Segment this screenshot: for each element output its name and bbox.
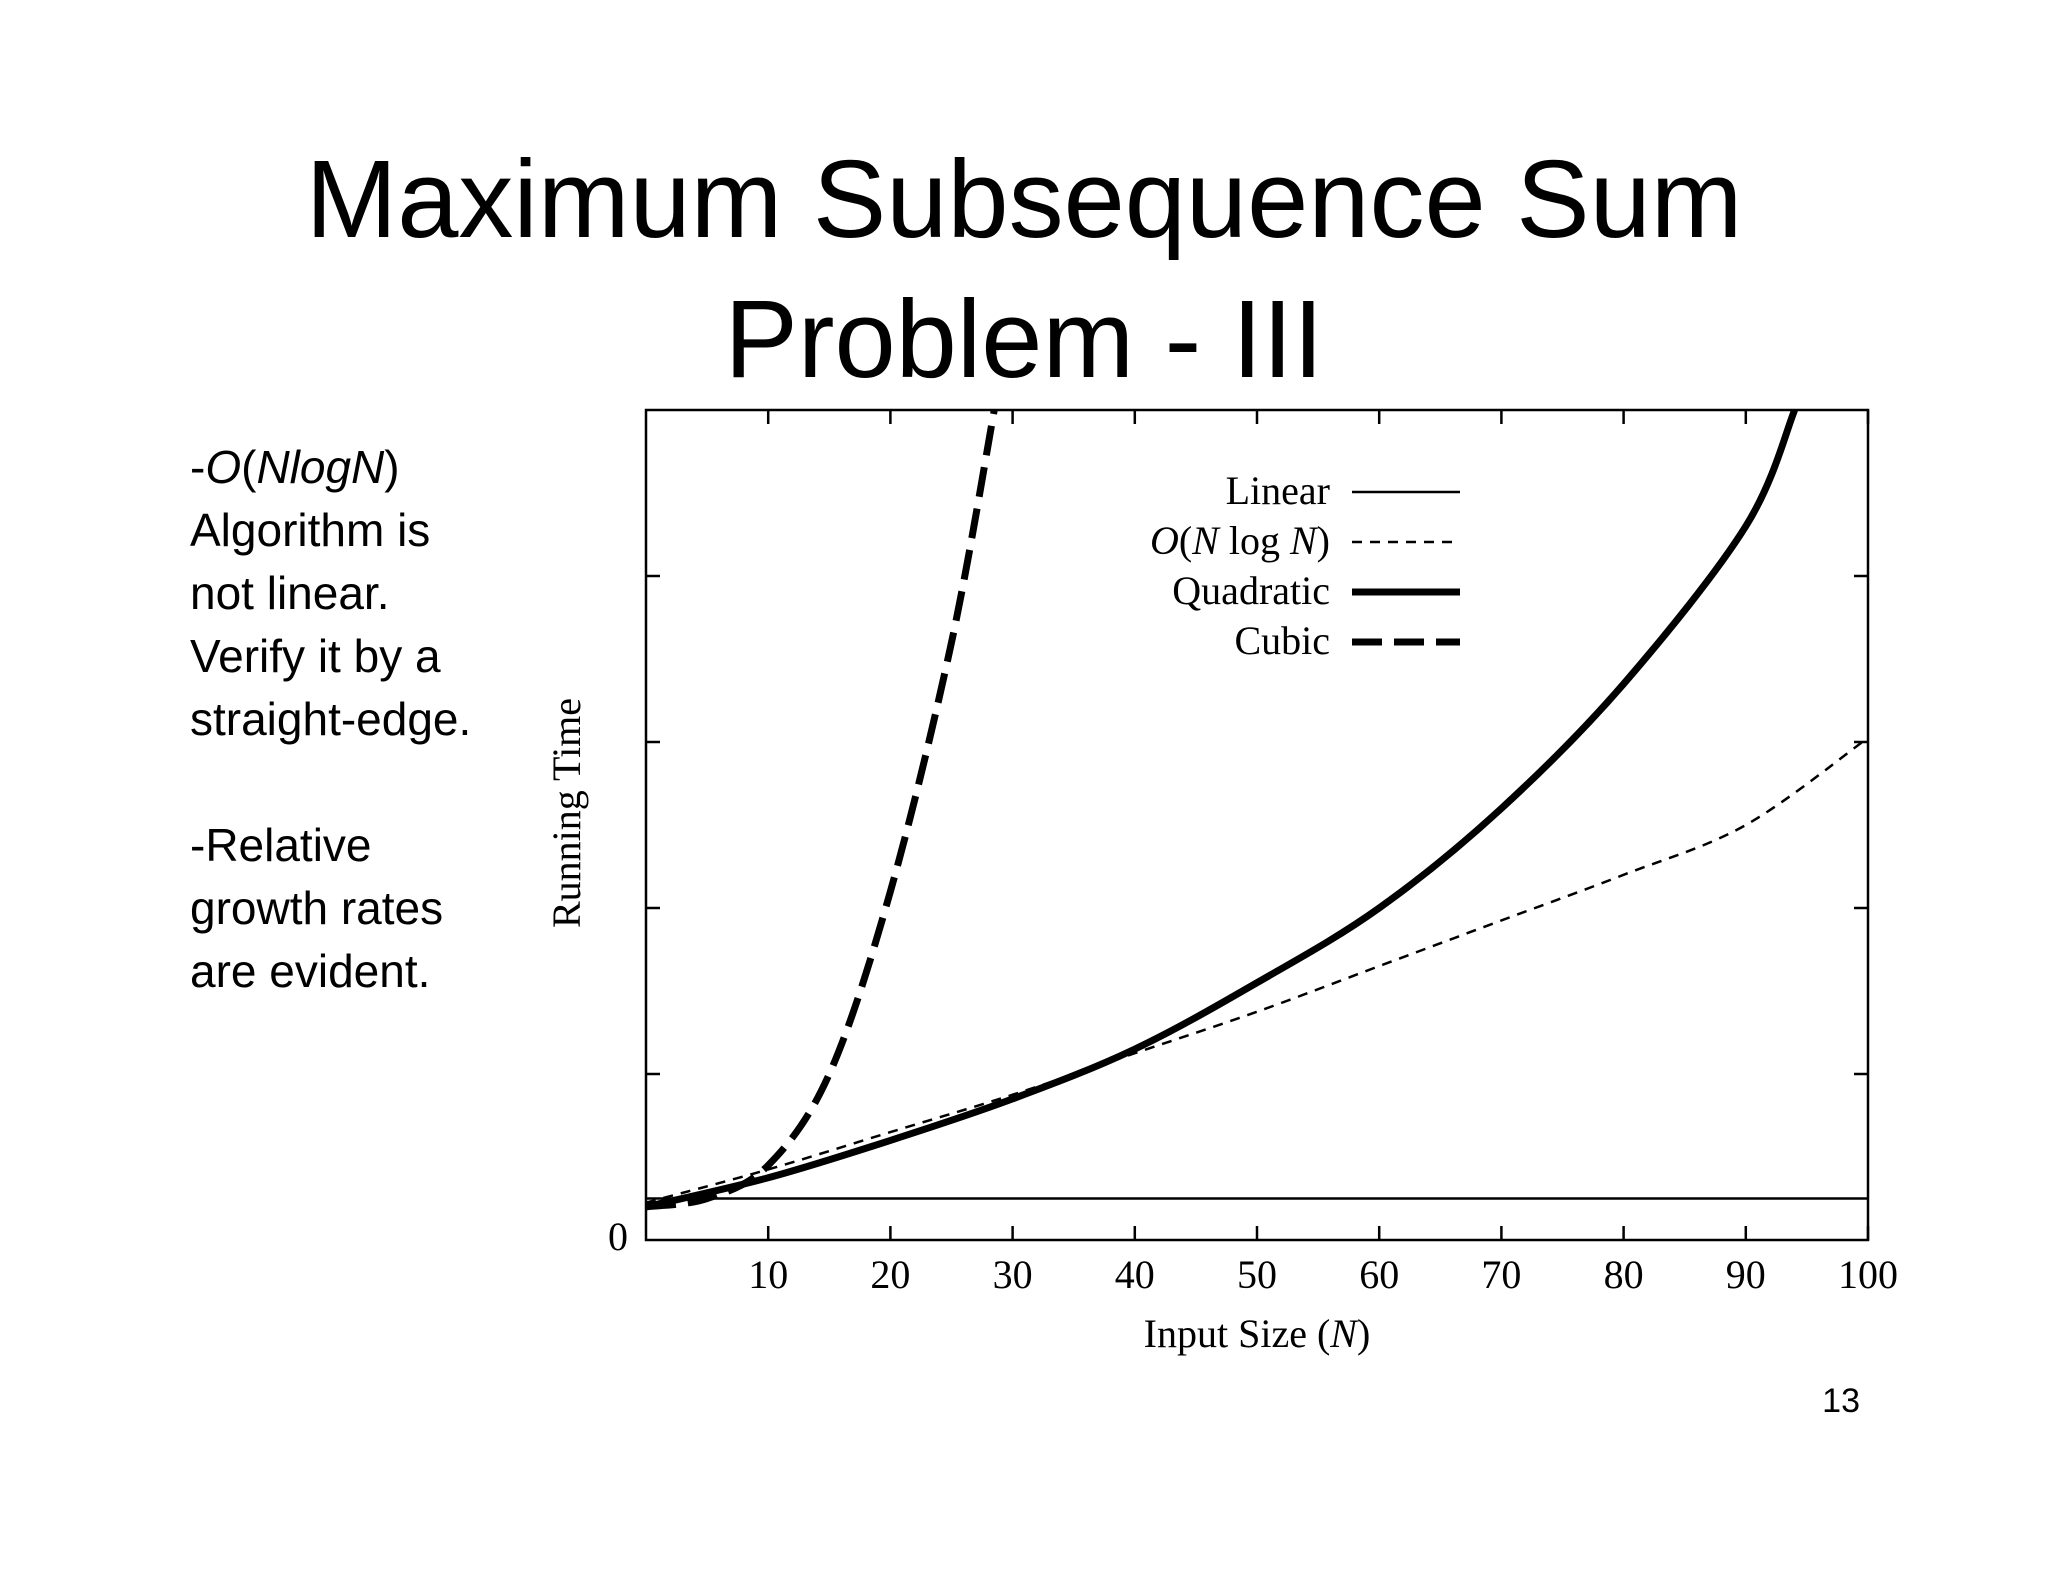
- page-number: 13: [1822, 1382, 1860, 1420]
- legend-label-onlogn: O(N log N): [1150, 518, 1330, 563]
- bullet-line: -Relative: [190, 819, 372, 871]
- x-tick-label: 80: [1604, 1252, 1644, 1297]
- bullet-line: growth rates: [190, 882, 444, 934]
- legend-onlogn-o: O: [1150, 518, 1179, 563]
- legend: Linear O(N log N) Quadratic Cubic: [1150, 468, 1460, 663]
- bullet-complexity: -O(NlogN) Algorithm is not linear. Verif…: [190, 436, 530, 751]
- legend-onlogn-open: (: [1179, 518, 1192, 563]
- y-axis-label: Running Time: [544, 698, 589, 928]
- bullet-list: -O(NlogN) Algorithm is not linear. Verif…: [190, 436, 530, 1066]
- x-axis-label-variable: N: [1329, 1311, 1359, 1356]
- legend-label-linear: Linear: [1226, 468, 1330, 513]
- x-axis-label: Input Size (N): [1144, 1311, 1371, 1356]
- bullet-growth-rates: -Relative growth rates are evident.: [190, 814, 530, 1003]
- series-line-dashed-long: [646, 410, 998, 1211]
- legend-onlogn-close: ): [1317, 518, 1330, 563]
- x-tick-label: 10: [748, 1252, 788, 1297]
- legend-onlogn-log: log: [1219, 518, 1290, 563]
- bullet-prefix: -: [190, 441, 206, 493]
- big-o-symbol: O: [205, 441, 242, 493]
- x-tick-label: 50: [1237, 1252, 1277, 1297]
- complexity-term: NlogN: [256, 441, 385, 493]
- x-tick-labels: 10 20 30 40 50 60 70 80 90 100: [748, 1252, 1898, 1297]
- series-line-solid-thick: [646, 410, 1798, 1211]
- x-tick-label: 90: [1726, 1252, 1766, 1297]
- y-tick-label-zero: 0: [608, 1214, 628, 1259]
- x-tick-label: 30: [993, 1252, 1033, 1297]
- slide-title-line-2: Problem - III: [724, 278, 1324, 401]
- legend-onlogn-n: N: [1191, 518, 1221, 563]
- legend-label-cubic: Cubic: [1234, 618, 1330, 663]
- x-axis-label-close: ): [1357, 1311, 1370, 1356]
- x-tick-label: 60: [1359, 1252, 1399, 1297]
- bullet-line: not linear.: [190, 567, 390, 619]
- legend-onlogn-n2: N: [1289, 518, 1319, 563]
- open-paren: (: [241, 441, 257, 493]
- close-paren: ): [384, 441, 400, 493]
- x-axis-label-text: Input Size (: [1144, 1311, 1331, 1356]
- slide-title: Maximum Subsequence Sum Problem - III: [0, 130, 2048, 410]
- slide-title-line-1: Maximum Subsequence Sum: [305, 138, 1743, 261]
- bullet-line: Verify it by a: [190, 630, 441, 682]
- x-tick-label: 40: [1115, 1252, 1155, 1297]
- series-layer: [646, 410, 1868, 1211]
- x-tick-label: 100: [1838, 1252, 1898, 1297]
- x-tick-label: 70: [1481, 1252, 1521, 1297]
- bullet-line: straight-edge.: [190, 693, 472, 745]
- bullet-line: Algorithm is: [190, 504, 431, 556]
- series-line-dashed-short: [646, 736, 1868, 1204]
- bullet-line: are evident.: [190, 945, 431, 997]
- ticks-layer: [646, 410, 1870, 1240]
- x-tick-label: 20: [870, 1252, 910, 1297]
- legend-label-quadratic: Quadratic: [1172, 568, 1330, 613]
